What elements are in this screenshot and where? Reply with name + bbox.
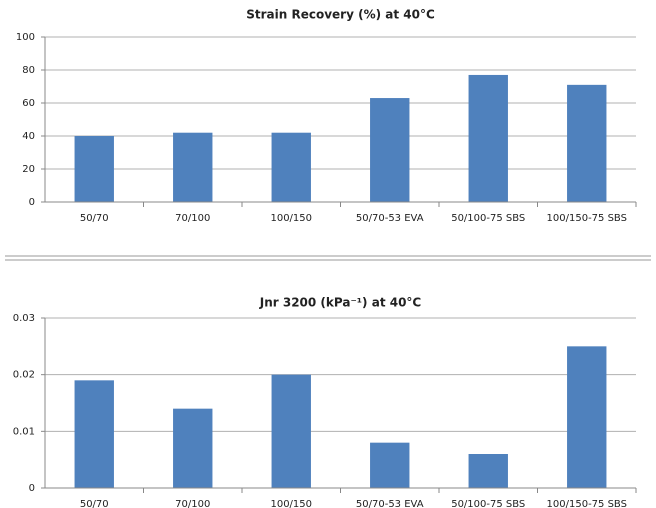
y-tick-label: 40 [22, 131, 35, 142]
x-tick-label: 50/70-53 EVA [356, 213, 424, 224]
bar [567, 84, 607, 202]
y-tick-label: 80 [22, 65, 35, 76]
y-tick-label: 60 [22, 98, 35, 109]
x-tick-label: 100/150 [270, 499, 312, 508]
x-tick-label: 50/70-53 EVA [356, 499, 424, 508]
x-tick-label: 100/150-75 SBS [547, 499, 627, 508]
y-tick-label: 0.02 [13, 370, 35, 381]
chart-title: Jnr 3200 (kPa⁻¹) at 40°C [259, 296, 422, 310]
bar [468, 454, 508, 488]
bar [74, 136, 114, 202]
y-tick-label: 20 [22, 164, 35, 175]
y-tick-label: 100 [16, 32, 35, 43]
y-tick-label: 0 [29, 197, 35, 208]
x-tick-label: 50/70 [80, 499, 109, 508]
bar [74, 380, 114, 488]
y-tick-label: 0 [29, 483, 35, 494]
x-tick-label: 50/100-75 SBS [451, 499, 525, 508]
bar [567, 346, 607, 488]
x-tick-label: 50/70 [80, 213, 109, 224]
bar [173, 408, 213, 488]
x-tick-label: 100/150 [270, 213, 312, 224]
x-tick-label: 70/100 [175, 499, 210, 508]
bar [370, 98, 410, 202]
x-tick-label: 50/100-75 SBS [451, 213, 525, 224]
bar [271, 374, 311, 488]
bar [173, 132, 213, 202]
bar [370, 442, 410, 488]
chart-title: Strain Recovery (%) at 40°C [246, 8, 435, 22]
bar [271, 132, 311, 202]
bar [468, 74, 508, 202]
y-tick-label: 0.03 [13, 313, 35, 324]
x-tick-label: 70/100 [175, 213, 210, 224]
y-tick-label: 0.01 [13, 426, 35, 437]
x-tick-label: 100/150-75 SBS [547, 213, 627, 224]
